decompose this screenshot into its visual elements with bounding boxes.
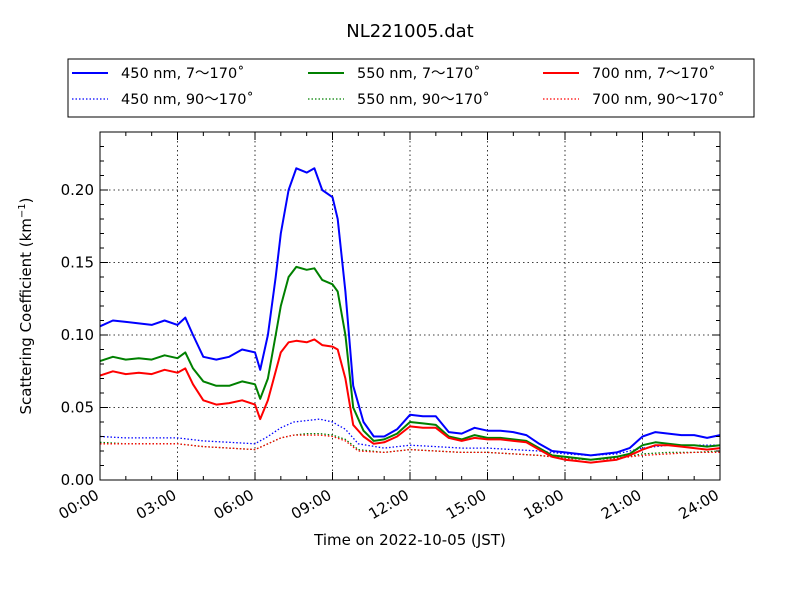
legend-label: 700 nm, 7～170˚: [592, 65, 715, 82]
legend-label: 550 nm, 7～170˚: [357, 65, 480, 82]
chart-title: NL221005.dat: [346, 21, 473, 42]
ticks: [99, 132, 721, 481]
legend: 450 nm, 7～170˚ 450 nm, 90～170˚ 550 nm, 7～1…: [67, 58, 755, 118]
y-tick-label: 0.15: [61, 254, 94, 272]
legend-label: 550 nm, 90～170˚: [357, 91, 490, 108]
series-line-4: [99, 338, 721, 464]
y-tick-label: 0.00: [61, 471, 94, 489]
y-tick-labels: 0.00 0.05 0.10 0.15 0.20: [61, 181, 94, 489]
y-axis-label-main: Scattering Coefficient (km: [17, 218, 35, 414]
x-axis-label: Time on 2022-10-05 (JST): [313, 531, 506, 549]
series-line-0: [99, 167, 721, 457]
legend-frame: [67, 58, 755, 118]
y-tick-label: 0.05: [61, 399, 94, 417]
legend-label: 450 nm, 7～170˚: [121, 65, 244, 82]
legend-label: 700 nm, 90～170˚: [592, 91, 725, 108]
legend-label: 450 nm, 90～170˚: [121, 91, 254, 108]
y-axis-label-end: ): [17, 197, 35, 203]
series-layer: [99, 167, 721, 464]
series-line-2: [99, 265, 721, 461]
y-tick-label: 0.10: [61, 326, 94, 344]
y-axis-label: Scattering Coefficient (km−1): [17, 197, 35, 414]
y-axis-label-sup: −1: [17, 203, 28, 218]
y-tick-label: 0.20: [61, 181, 94, 199]
